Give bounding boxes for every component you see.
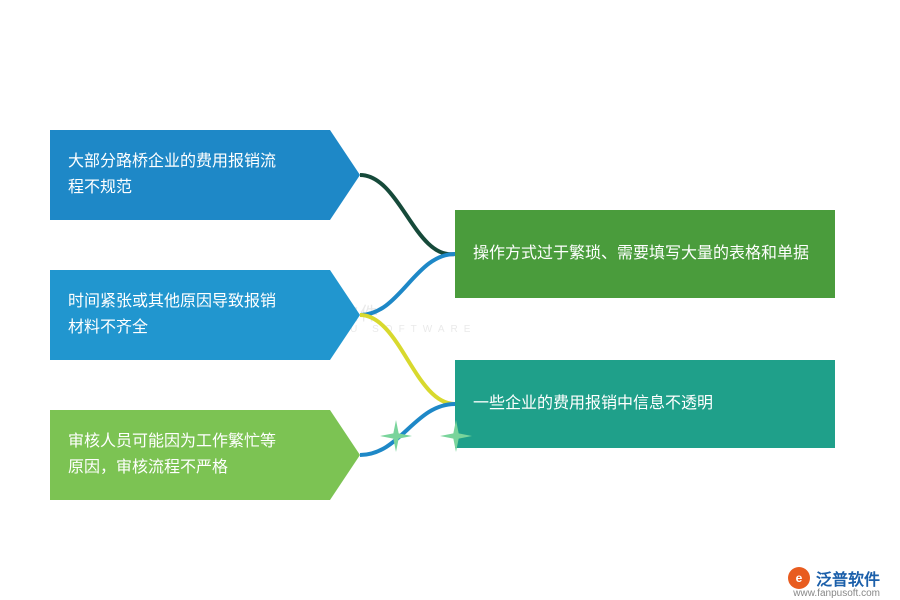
logo-icon-char: e xyxy=(796,571,803,585)
connector xyxy=(360,315,455,404)
right-box-0: 操作方式过于繁琐、需要填写大量的表格和单据 xyxy=(455,210,835,298)
logo-icon: e xyxy=(788,567,810,589)
left-box-1-text: 时间紧张或其他原因导致报销材料不齐全 xyxy=(68,289,290,340)
left-box-0: 大部分路桥企业的费用报销流程不规范 xyxy=(50,130,330,220)
footer-logo: e 泛普软件 www.fanpusoft.com xyxy=(788,566,880,590)
left-box-2: 审核人员可能因为工作繁忙等原因，审核流程不严格 xyxy=(50,410,330,500)
left-box-1: 时间紧张或其他原因导致报销材料不齐全 xyxy=(50,270,330,360)
sparkle-icon xyxy=(440,420,472,452)
right-box-1: 一些企业的费用报销中信息不透明 xyxy=(455,360,835,448)
left-box-0-text: 大部分路桥企业的费用报销流程不规范 xyxy=(68,149,290,200)
logo-url: www.fanpusoft.com xyxy=(793,588,880,599)
right-box-1-text: 一些企业的费用报销中信息不透明 xyxy=(473,391,713,417)
logo-brand-text: 泛普软件 xyxy=(816,566,880,590)
connector xyxy=(360,175,455,254)
right-box-0-text: 操作方式过于繁琐、需要填写大量的表格和单据 xyxy=(473,241,809,267)
sparkle-icon xyxy=(380,420,412,452)
connector xyxy=(360,254,455,315)
left-box-2-text: 审核人员可能因为工作繁忙等原因，审核流程不严格 xyxy=(68,429,290,480)
